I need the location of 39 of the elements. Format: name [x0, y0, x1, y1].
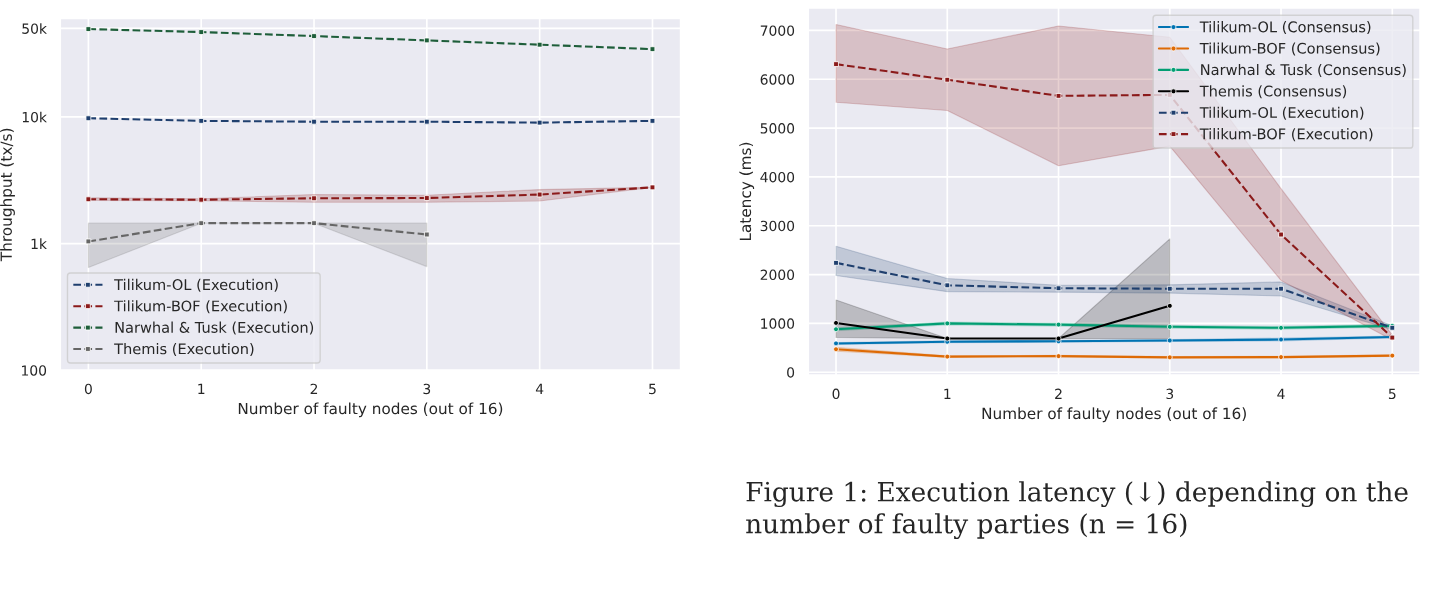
x-tick-label: 5	[1388, 388, 1396, 400]
y-tick-label: 7000	[760, 25, 795, 36]
x-tick-label: 2	[1055, 388, 1062, 399]
caption: Figure 1: Execution latency (↓) depending on the number of faulty parties (n = 16)	[746, 481, 1408, 540]
x-tick-label: 3	[1166, 388, 1174, 400]
y-tick-label: 10k	[22, 111, 47, 123]
y-tick-label: 6000	[760, 74, 795, 85]
legend-label: Tilikum-BOF (Execution)	[1199, 128, 1373, 142]
y-tick-label: 3000	[760, 220, 795, 232]
x-tick-label: 4	[1277, 388, 1285, 399]
legend-label: Themis (Execution)	[114, 343, 254, 357]
y-tick-label: 4000	[760, 171, 795, 183]
y-tick-label: 100	[22, 365, 47, 376]
x-axis-title: Number of faulty nodes (out of 16)	[238, 402, 503, 418]
y-tick-label: 2000	[760, 269, 795, 281]
x-tick-label: 0	[84, 383, 92, 395]
x-tick-label: 1	[198, 383, 205, 394]
y-tick-label: 1k	[31, 238, 47, 249]
y-axis-title: Throughput (tx/s)	[0, 128, 15, 262]
x-axis-title: Number of faulty nodes (out of 16)	[982, 407, 1246, 423]
legend-label: Tilikum-BOF (Execution)	[114, 300, 287, 314]
legend-label: Tilikum-OL (Execution)	[1199, 106, 1364, 120]
legend-label: Narwhal & Tusk (Consensus)	[1201, 63, 1406, 77]
y-axis-title: Latency (ms)	[739, 142, 755, 241]
x-tick-label: 0	[832, 388, 840, 400]
legend-label: Tilikum-BOF (Consensus)	[1199, 42, 1380, 56]
legend-label: Narwhal & Tusk (Execution)	[115, 321, 314, 335]
legend-label: Tilikum-OL (Consensus)	[1199, 21, 1371, 35]
y-tick-label: 0	[787, 367, 795, 378]
x-tick-label: 4	[535, 383, 544, 394]
x-tick-label: 3	[423, 383, 431, 395]
y-tick-label: 50k	[22, 23, 47, 34]
x-tick-label: 1	[944, 388, 951, 399]
y-tick-label: 1000	[761, 318, 795, 329]
x-tick-label: 2	[310, 383, 318, 394]
y-tick-label: 5000	[760, 123, 795, 134]
legend-label: Themis (Consensus)	[1199, 85, 1347, 99]
x-tick-label: 5	[649, 383, 656, 395]
legend-label: Tilikum-OL (Execution)	[114, 278, 278, 292]
